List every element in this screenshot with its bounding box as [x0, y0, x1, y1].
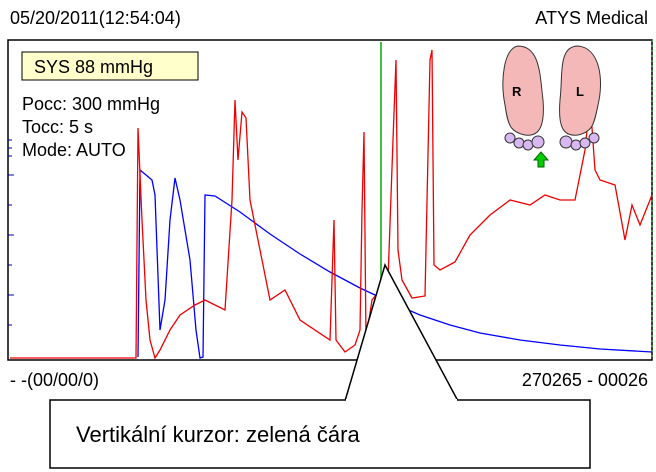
blue-trace [137, 168, 653, 359]
sys-value: SYS 88 mmHg [34, 57, 153, 77]
callout-pointer [344, 263, 459, 402]
left-ticks [8, 139, 14, 326]
feet-icon [502, 45, 601, 151]
sys-box [21, 51, 199, 81]
mode: Mode: AUTO [22, 140, 126, 160]
footer-left: - -(00/00/0) [10, 370, 99, 390]
callout-pointer-fill [345, 265, 458, 401]
plot-frame [7, 39, 653, 361]
foot-right: R [512, 84, 522, 99]
pocc: Pocc: 300 mmHg [22, 94, 160, 114]
foot-arrow [532, 151, 550, 168]
red-trace [10, 49, 653, 360]
footer-right: 270265 - 00026 [522, 370, 648, 390]
callout-text: Vertikální kurzor: zelená čára [76, 422, 360, 447]
tocc: Tocc: 5 s [22, 117, 93, 137]
foot-left: L [576, 84, 584, 99]
callout-box [49, 399, 591, 469]
datetime: 05/20/2011(12:54:04) [10, 8, 181, 28]
brand: ATYS Medical [535, 8, 648, 28]
